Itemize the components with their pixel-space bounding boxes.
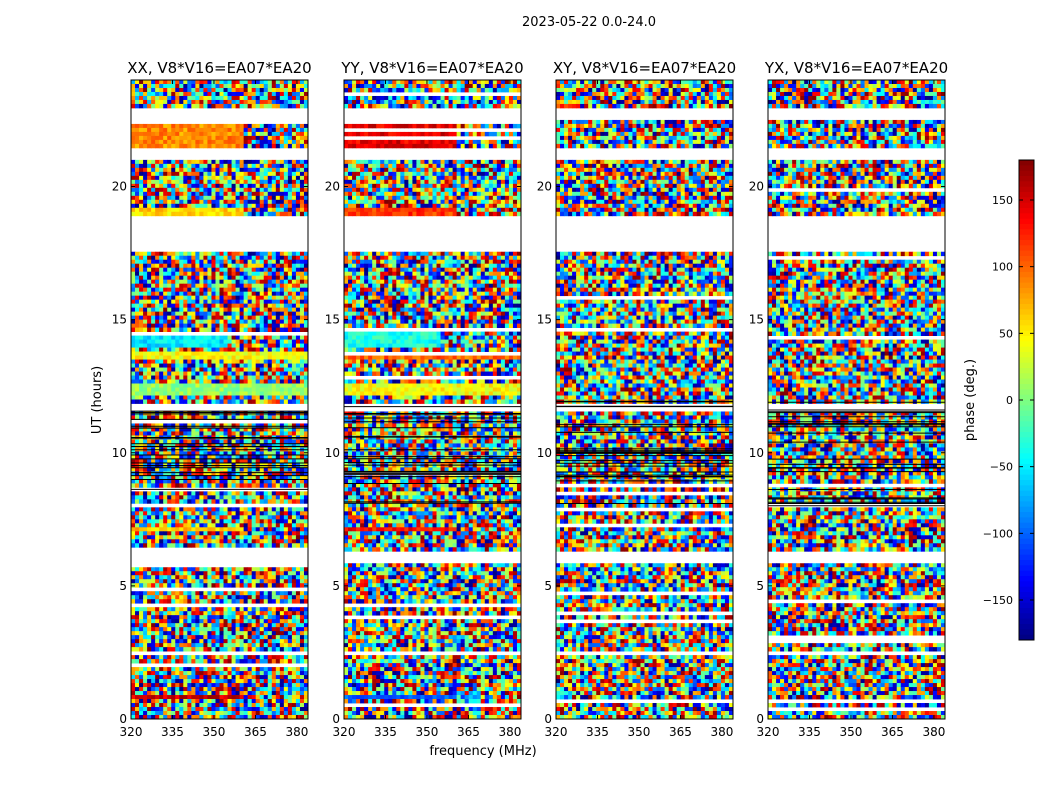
heatmap-cells xyxy=(344,80,522,720)
y-tick-label: 5 xyxy=(332,579,340,593)
y-tick-label: 0 xyxy=(332,712,340,726)
y-tick-label: 0 xyxy=(544,712,552,726)
colorbar-tick-label: −50 xyxy=(990,461,1013,474)
x-tick-label: 350 xyxy=(203,725,226,739)
panel-title: YY, V8*V16=EA07*EA20 xyxy=(340,59,523,77)
heatmap-cells xyxy=(768,80,946,720)
y-tick-label: 20 xyxy=(325,180,340,194)
x-tick-label: 365 xyxy=(669,725,692,739)
x-tick-label: 335 xyxy=(374,725,397,739)
x-tick-label: 335 xyxy=(586,725,609,739)
colorbar-tick-label: 50 xyxy=(999,327,1013,340)
panel-frame xyxy=(767,79,946,720)
panels: XX, V8*V16=EA07*EA20 320 335 350 365 380 0 5 10 1… xyxy=(112,59,948,739)
y-tick-label: 5 xyxy=(119,579,127,593)
colorbar-tick-label: 0 xyxy=(1006,394,1013,407)
x-tick-label: 380 xyxy=(498,725,521,739)
x-tick-label: 350 xyxy=(628,725,651,739)
y-tick-label: 15 xyxy=(112,313,127,327)
panel-title: XY, V8*V16=EA07*EA20 xyxy=(553,59,736,77)
x-tick-label: 320 xyxy=(120,725,143,739)
x-tick-label: 320 xyxy=(333,725,356,739)
panel-frame xyxy=(343,79,522,720)
figure-suptitle: 2023-05-22 0.0-24.0 xyxy=(522,15,656,30)
panel-yy: YY, V8*V16=EA07*EA20 320 335 350 365 380 0 5 10 1… xyxy=(325,59,524,739)
x-tick-label: 350 xyxy=(416,725,439,739)
panel-xy: XY, V8*V16=EA07*EA20 320 335 350 365 380 0 5 10 1… xyxy=(537,59,736,739)
colorbar-label: phase (deg.) xyxy=(963,359,978,441)
y-tick-label: 10 xyxy=(537,446,552,460)
panel-title: YX, V8*V16=EA07*EA20 xyxy=(764,59,948,77)
colorbar-tick-label: −150 xyxy=(983,594,1013,607)
y-tick-label: 10 xyxy=(112,446,127,460)
y-tick-label: 10 xyxy=(749,446,764,460)
y-tick-label: 5 xyxy=(544,579,552,593)
x-tick-label: 380 xyxy=(710,725,733,739)
y-tick-label: 10 xyxy=(325,446,340,460)
y-tick-label: 0 xyxy=(756,712,764,726)
x-tick-label: 365 xyxy=(244,725,267,739)
colorbar-tick-label: 150 xyxy=(992,194,1013,207)
y-tick-label: 5 xyxy=(756,579,764,593)
y-tick-label: 20 xyxy=(749,180,764,194)
y-tick-label: 15 xyxy=(325,313,340,327)
panel-frame xyxy=(555,79,734,720)
x-tick-label: 365 xyxy=(457,725,480,739)
colorbar-tick-label: −100 xyxy=(983,527,1013,540)
heatmap-cells xyxy=(556,80,734,720)
y-tick-label: 0 xyxy=(119,712,127,726)
panel-yx: YX, V8*V16=EA07*EA20 320 335 350 365 380 0 5 10 1… xyxy=(749,59,948,739)
colorbar-tick-label: 100 xyxy=(992,261,1013,274)
heatmap-cells xyxy=(131,80,309,720)
y-tick-label: 15 xyxy=(749,313,764,327)
x-tick-label: 320 xyxy=(757,725,780,739)
x-tick-label: 380 xyxy=(922,725,945,739)
panel-xx: XX, V8*V16=EA07*EA20 320 335 350 365 380 0 5 10 1… xyxy=(112,59,312,739)
x-tick-label: 320 xyxy=(545,725,568,739)
x-tick-label: 335 xyxy=(798,725,821,739)
y-axis-label: UT (hours) xyxy=(90,366,105,434)
y-tick-label: 15 xyxy=(537,313,552,327)
panel-title: XX, V8*V16=EA07*EA20 xyxy=(127,59,311,77)
x-tick-label: 365 xyxy=(881,725,904,739)
colorbar: −150 −100 −50 0 50 100 150 xyxy=(983,159,1035,641)
y-tick-label: 20 xyxy=(112,180,127,194)
x-tick-label: 350 xyxy=(840,725,863,739)
x-axis-label: frequency (MHz) xyxy=(429,744,536,759)
x-tick-label: 380 xyxy=(285,725,308,739)
panel-frame xyxy=(130,79,309,720)
x-tick-label: 335 xyxy=(161,725,184,739)
y-tick-label: 20 xyxy=(537,180,552,194)
